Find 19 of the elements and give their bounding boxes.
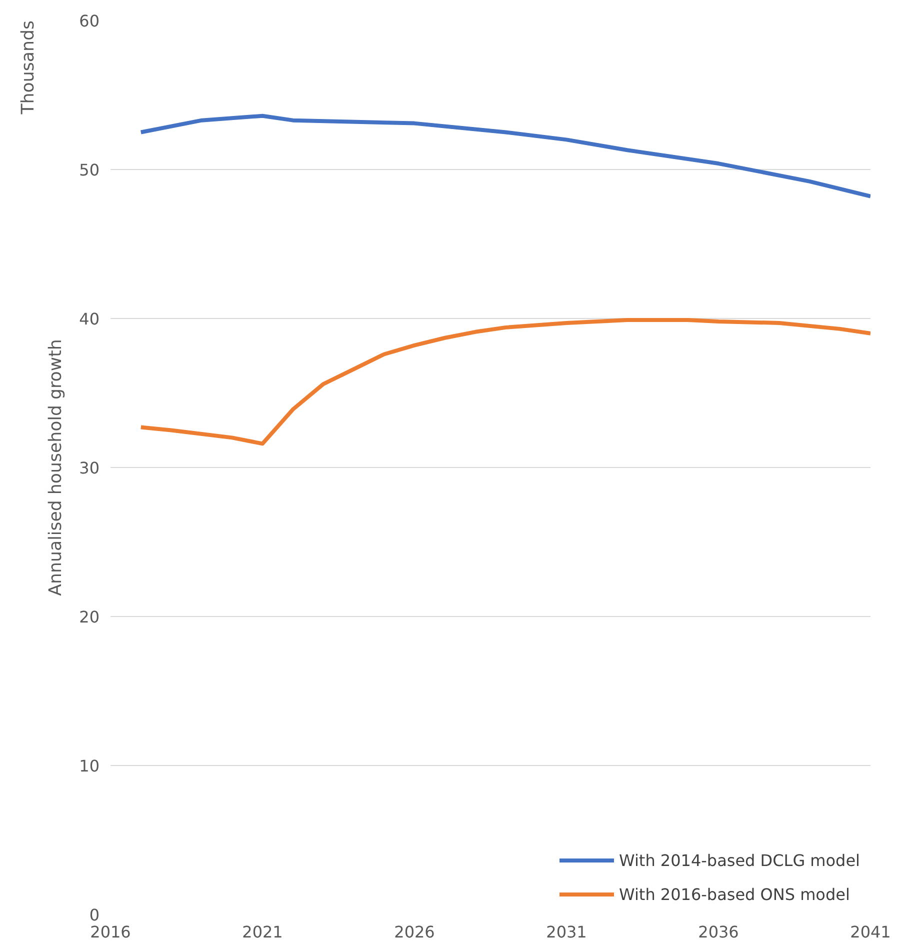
legend-label: With 2016-based ONS model [619,884,850,904]
y-axis-title: Annualised household growth [46,339,66,596]
x-tick-label: 2021 [242,922,283,942]
text: Thousands [18,20,38,116]
y-tick-label: 20 [79,608,100,626]
x-tick-label: 2036 [698,922,739,942]
x-tick-label: 2016 [90,922,131,942]
y-tick-label: 30 [79,458,100,478]
line-series [138,318,870,446]
y-tick-label: 10 [79,756,100,776]
y-tick-label: 60 [79,12,100,30]
y-tick-label: 40 [79,310,100,328]
x-tick-label: 2026 [394,922,435,942]
y-tick-label: 0 [89,906,100,924]
y-tick-label: 50 [79,160,100,180]
legend-label: With 2014-based DCLG model [619,850,860,870]
x-tick-label: 2031 [546,922,587,942]
line-series [138,114,870,198]
x-tick-label: 2041 [850,922,891,942]
